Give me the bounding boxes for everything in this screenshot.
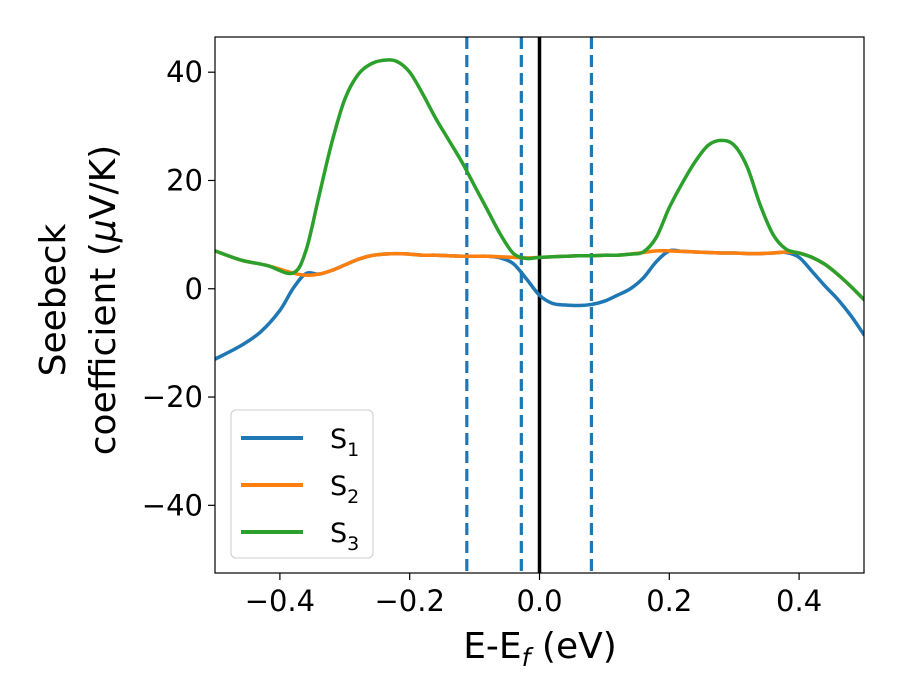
y-tick-label: −20	[142, 380, 203, 414]
legend-label-s3: S3	[330, 518, 359, 555]
legend-label-base: S	[330, 518, 347, 549]
legend-label-subscript: 2	[347, 486, 359, 508]
vertical-reference-lines	[465, 37, 594, 573]
legend-label-s1: S1	[330, 424, 359, 461]
legend-label-s2: S2	[330, 471, 359, 508]
y-tick-label: 40	[166, 55, 203, 89]
x-axis-title-suffix: (eV)	[530, 626, 616, 667]
y-axis-title-line1: Seebeck	[33, 223, 74, 376]
y-tick-label: −40	[142, 488, 203, 522]
series-line-s3	[215, 58, 864, 302]
x-tick-label: 0.4	[776, 584, 822, 618]
y-tick-label: 0	[185, 272, 203, 306]
x-tick-label: 0.0	[516, 584, 562, 618]
legend-label-subscript: 1	[347, 439, 359, 461]
y-axis-title-line2-prefix: coefficient (	[83, 242, 124, 455]
x-tick-label: 0.2	[646, 584, 692, 618]
y-axis-title-line2-suffix: V/K)	[83, 145, 124, 219]
x-axis-title: E-Ef (eV)	[463, 626, 617, 672]
y-axis-ticks: −40 −20 0 20 40	[142, 55, 215, 522]
y-axis-title: Seebeck coefficient (μV/K)	[33, 145, 124, 455]
legend-label-base: S	[330, 471, 347, 502]
legend-label-subscript: 3	[347, 533, 359, 555]
x-tick-label: −0.2	[374, 584, 444, 618]
x-axis-ticks: −0.4 −0.2 0.0 0.2 0.4	[245, 573, 822, 618]
x-axis-title-base: E-E	[463, 626, 521, 667]
y-axis-title-mu: μ	[83, 219, 124, 243]
y-tick-label: 20	[166, 163, 203, 197]
y-axis-title-line2: coefficient (μV/K)	[83, 145, 124, 455]
series-lines	[215, 58, 864, 361]
x-tick-label: −0.4	[245, 584, 315, 618]
legend-label-base: S	[330, 424, 347, 455]
